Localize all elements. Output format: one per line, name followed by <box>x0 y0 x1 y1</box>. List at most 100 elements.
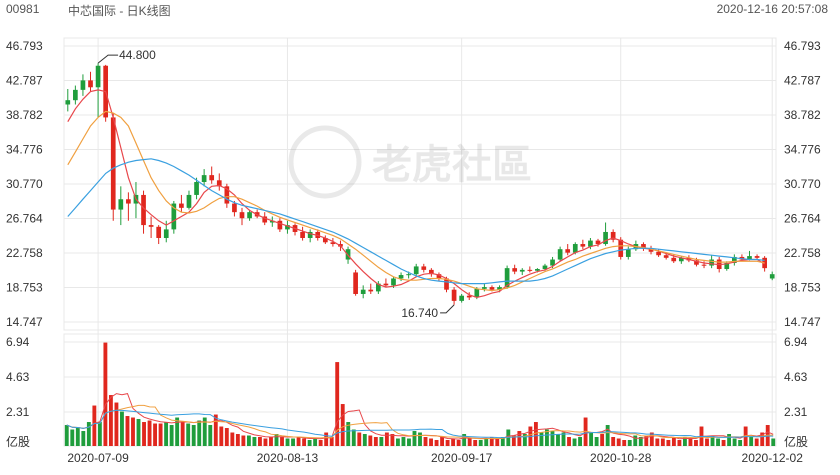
timestamp: 2020-12-16 20:57:08 <box>716 2 828 16</box>
candle-body <box>580 244 586 247</box>
candle-body <box>459 295 465 301</box>
volume-bar <box>655 438 660 446</box>
volume-bar <box>688 438 693 446</box>
watermark-logo <box>288 125 362 199</box>
volume-bar <box>445 440 450 446</box>
candle-body <box>474 288 480 298</box>
candle-body <box>300 231 305 239</box>
candle-body <box>565 249 571 253</box>
volume-bar <box>351 429 356 446</box>
price-tick-label-right: 22.758 <box>784 246 821 260</box>
volume-bar <box>401 437 406 446</box>
candle-body <box>194 182 199 195</box>
price-tick-label-left: 22.758 <box>6 246 43 260</box>
volume-bar <box>412 431 417 446</box>
price-tick-label-left: 26.764 <box>6 212 43 226</box>
volume-bar <box>533 422 538 446</box>
candle-body <box>171 203 177 230</box>
candle-body <box>588 240 593 247</box>
volume-bar <box>522 434 527 446</box>
volume-bar <box>462 434 467 446</box>
volume-bar <box>478 440 483 446</box>
candle-body <box>466 295 472 298</box>
volume-bar <box>732 438 737 446</box>
volume-bar <box>710 435 715 446</box>
candle-body <box>663 255 669 258</box>
volume-bar <box>649 432 654 446</box>
volume-bar <box>202 417 207 446</box>
volume-bar <box>545 429 549 446</box>
candle-body <box>224 186 230 204</box>
volume-bar <box>153 423 158 446</box>
x-tick-label: 2020-12-02 <box>742 451 804 465</box>
volume-bar <box>390 434 395 446</box>
candle-body <box>110 117 116 210</box>
price-tick-label-left: 34.776 <box>6 143 43 157</box>
volume-bar <box>644 435 649 446</box>
volume-bar <box>578 437 582 446</box>
candle-body <box>406 274 411 276</box>
volume-bar <box>605 425 610 446</box>
volume-bar <box>197 420 202 446</box>
volume-bar <box>682 437 687 446</box>
volume-bar <box>103 342 108 446</box>
volume-bar <box>92 405 97 446</box>
price-tick-label-right: 42.787 <box>784 74 821 88</box>
candle-body <box>701 264 707 266</box>
volume-bar <box>324 432 329 446</box>
volume-bar <box>158 423 163 446</box>
volume-bar <box>754 438 759 446</box>
volume-bar <box>274 434 279 446</box>
volume-bar <box>539 432 544 446</box>
volume-bar <box>738 440 743 446</box>
volume-tick-label-left: 6.94 <box>6 335 30 349</box>
candle-body <box>444 278 449 290</box>
volume-bar <box>429 438 433 446</box>
volume-tick-label-left: 2.31 <box>6 405 30 419</box>
volume-bar <box>368 435 373 446</box>
candle-body <box>482 287 487 289</box>
candle-body <box>550 259 555 266</box>
volume-bar <box>407 438 411 446</box>
volume-bar <box>241 435 246 446</box>
candle-body <box>209 175 215 181</box>
candle-body <box>156 226 162 239</box>
chart-title: 中芯国际 - 日K线图 <box>68 4 171 18</box>
volume-bar <box>329 437 334 446</box>
volume-bar <box>638 437 643 446</box>
candle-body <box>126 199 131 204</box>
volume-bar <box>561 432 566 446</box>
volume-bar <box>467 438 472 446</box>
volume-ma10-line <box>66 404 774 440</box>
x-tick-label: 2020-10-28 <box>590 451 652 465</box>
candle-body <box>163 229 169 239</box>
volume-bar <box>263 438 268 446</box>
candle-body <box>709 259 714 266</box>
price-tick-label-right: 38.782 <box>784 108 821 122</box>
volume-bar <box>583 417 588 446</box>
volume-bar <box>423 437 428 446</box>
candle-body <box>383 283 389 286</box>
volume-bar <box>164 422 169 446</box>
candle-body <box>595 240 601 245</box>
candle-body <box>73 89 78 101</box>
volume-tick-label-right: 亿股 <box>784 434 808 449</box>
volume-bar <box>86 422 91 446</box>
volume-bar <box>721 440 726 446</box>
candle-body <box>731 256 737 263</box>
volume-bar <box>567 437 571 446</box>
candle-body <box>512 268 518 272</box>
volume-bar <box>489 437 494 446</box>
candle-body <box>610 231 616 240</box>
volume-bar <box>611 437 616 446</box>
volume-bar <box>418 432 422 446</box>
volume-bar <box>556 434 560 446</box>
candle-body <box>572 244 578 253</box>
stock-code: 00981 <box>6 2 40 16</box>
volume-bar <box>633 435 638 446</box>
volume-tick-label-right: 4.63 <box>784 370 808 384</box>
candle-body <box>641 244 646 249</box>
candle-body <box>65 100 71 105</box>
candle-body <box>368 289 374 292</box>
volume-bar <box>660 438 665 446</box>
